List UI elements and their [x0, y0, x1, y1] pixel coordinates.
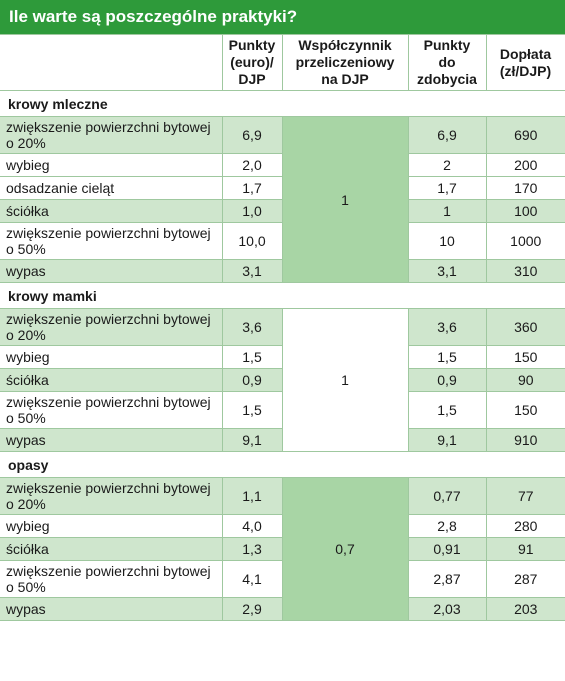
practice-cell: ściółka	[0, 199, 223, 223]
practice-cell: wybieg	[0, 153, 223, 177]
table-row: ściółka 1,3 0,91 91	[0, 537, 565, 561]
points-gain-cell: 6,9	[407, 116, 487, 154]
points-gain-cell: 0,9	[407, 368, 487, 392]
table-row: wypas 3,1 3,1 310	[0, 259, 565, 283]
payment-cell: 91	[485, 537, 565, 561]
table-row: ściółka 0,9 0,9 90	[0, 368, 565, 392]
practice-cell: zwiększenie powierzchni bytowej o 50%	[0, 222, 223, 260]
factor-cell: 1	[281, 116, 409, 283]
table-row: ściółka 1,0 1 100	[0, 199, 565, 223]
table-body: krowy mleczne zwiększenie powierzchni byt…	[0, 90, 565, 621]
header-practice	[0, 34, 223, 91]
points-gain-cell: 2,8	[407, 514, 487, 538]
payment-cell: 77	[485, 477, 565, 515]
factor-cell: 1	[281, 308, 409, 452]
table-row: wybieg 4,0 2,8 280	[0, 514, 565, 538]
section-title: opasy	[0, 451, 565, 478]
header-points-gain: Punkty do zdobycia	[407, 34, 487, 91]
points-cell: 9,1	[221, 428, 283, 452]
practice-cell: wypas	[0, 259, 223, 283]
payment-cell: 360	[485, 308, 565, 346]
table-row: zwiększenie powierzchni bytowej o 50% 4,1…	[0, 560, 565, 598]
practice-cell: ściółka	[0, 537, 223, 561]
points-cell: 2,9	[221, 597, 283, 621]
points-gain-cell: 2	[407, 153, 487, 177]
payment-cell: 1000	[485, 222, 565, 260]
section-row: krowy mamki	[0, 282, 565, 309]
practice-cell: zwiększenie powierzchni bytowej o 20%	[0, 116, 223, 154]
points-gain-cell: 1,7	[407, 176, 487, 200]
points-cell: 3,1	[221, 259, 283, 283]
points-gain-cell: 1,5	[407, 391, 487, 429]
table-title: Ile warte są poszczególne praktyki?	[0, 0, 565, 34]
payment-cell: 910	[485, 428, 565, 452]
table-row: zwiększenie powierzchni bytowej o 50% 1,5…	[0, 391, 565, 429]
points-gain-cell: 10	[407, 222, 487, 260]
table-header: Punkty (euro)/ DJP Współczynnik przelicz…	[0, 34, 565, 91]
points-gain-cell: 9,1	[407, 428, 487, 452]
points-cell: 4,0	[221, 514, 283, 538]
table-row: odsadzanie cieląt 1,7 1,7 170	[0, 176, 565, 200]
points-cell: 4,1	[221, 560, 283, 598]
points-gain-cell: 0,91	[407, 537, 487, 561]
points-gain-cell: 3,6	[407, 308, 487, 346]
header-payment: Dopłata (zł/DJP)	[485, 34, 565, 91]
table-row: zwiększenie powierzchni bytowej o 20% 6,9…	[0, 116, 565, 283]
points-cell: 1,0	[221, 199, 283, 223]
practice-cell: zwiększenie powierzchni bytowej o 20%	[0, 477, 223, 515]
points-cell: 3,6	[221, 308, 283, 346]
section-title: krowy mamki	[0, 282, 565, 309]
points-gain-cell: 2,03	[407, 597, 487, 621]
payment-cell: 100	[485, 199, 565, 223]
points-cell: 2,0	[221, 153, 283, 177]
points-cell: 1,7	[221, 176, 283, 200]
practice-cell: zwiększenie powierzchni bytowej o 50%	[0, 391, 223, 429]
payment-cell: 90	[485, 368, 565, 392]
factor-cell: 0,7	[281, 477, 409, 621]
table-row: zwiększenie powierzchni bytowej o 20% 1,1…	[0, 477, 565, 621]
payment-cell: 280	[485, 514, 565, 538]
table-row: wybieg 2,0 2 200	[0, 153, 565, 177]
header-points: Punkty (euro)/ DJP	[221, 34, 283, 91]
practice-cell: wypas	[0, 428, 223, 452]
points-gain-cell: 3,1	[407, 259, 487, 283]
practice-cell: wybieg	[0, 514, 223, 538]
points-gain-cell: 1,5	[407, 345, 487, 369]
section-title: krowy mleczne	[0, 90, 565, 117]
points-cell: 0,9	[221, 368, 283, 392]
practice-cell: wypas	[0, 597, 223, 621]
table-row: zwiększenie powierzchni bytowej o 20% 3,6…	[0, 308, 565, 452]
points-gain-cell: 2,87	[407, 560, 487, 598]
points-cell: 1,5	[221, 391, 283, 429]
table-row: wypas 2,9 2,03 203	[0, 597, 565, 621]
practice-cell: zwiększenie powierzchni bytowej o 50%	[0, 560, 223, 598]
payment-cell: 287	[485, 560, 565, 598]
points-cell: 10,0	[221, 222, 283, 260]
payment-cell: 690	[485, 116, 565, 154]
points-cell: 6,9	[221, 116, 283, 154]
practice-cell: wybieg	[0, 345, 223, 369]
payment-cell: 170	[485, 176, 565, 200]
payment-cell: 310	[485, 259, 565, 283]
points-cell: 1,5	[221, 345, 283, 369]
points-gain-cell: 1	[407, 199, 487, 223]
payment-cell: 150	[485, 345, 565, 369]
points-cell: 1,3	[221, 537, 283, 561]
practice-cell: odsadzanie cieląt	[0, 176, 223, 200]
practice-cell: zwiększenie powierzchni bytowej o 20%	[0, 308, 223, 346]
section-row: opasy	[0, 451, 565, 478]
points-cell: 1,1	[221, 477, 283, 515]
table-row: wybieg 1,5 1,5 150	[0, 345, 565, 369]
section-row: krowy mleczne	[0, 90, 565, 117]
payment-cell: 203	[485, 597, 565, 621]
practice-cell: ściółka	[0, 368, 223, 392]
practices-table: Punkty (euro)/ DJP Współczynnik przelicz…	[0, 34, 565, 621]
payment-cell: 200	[485, 153, 565, 177]
payment-cell: 150	[485, 391, 565, 429]
header-factor: Współczynnik przeliczeniowy na DJP	[281, 34, 409, 91]
points-gain-cell: 0,77	[407, 477, 487, 515]
